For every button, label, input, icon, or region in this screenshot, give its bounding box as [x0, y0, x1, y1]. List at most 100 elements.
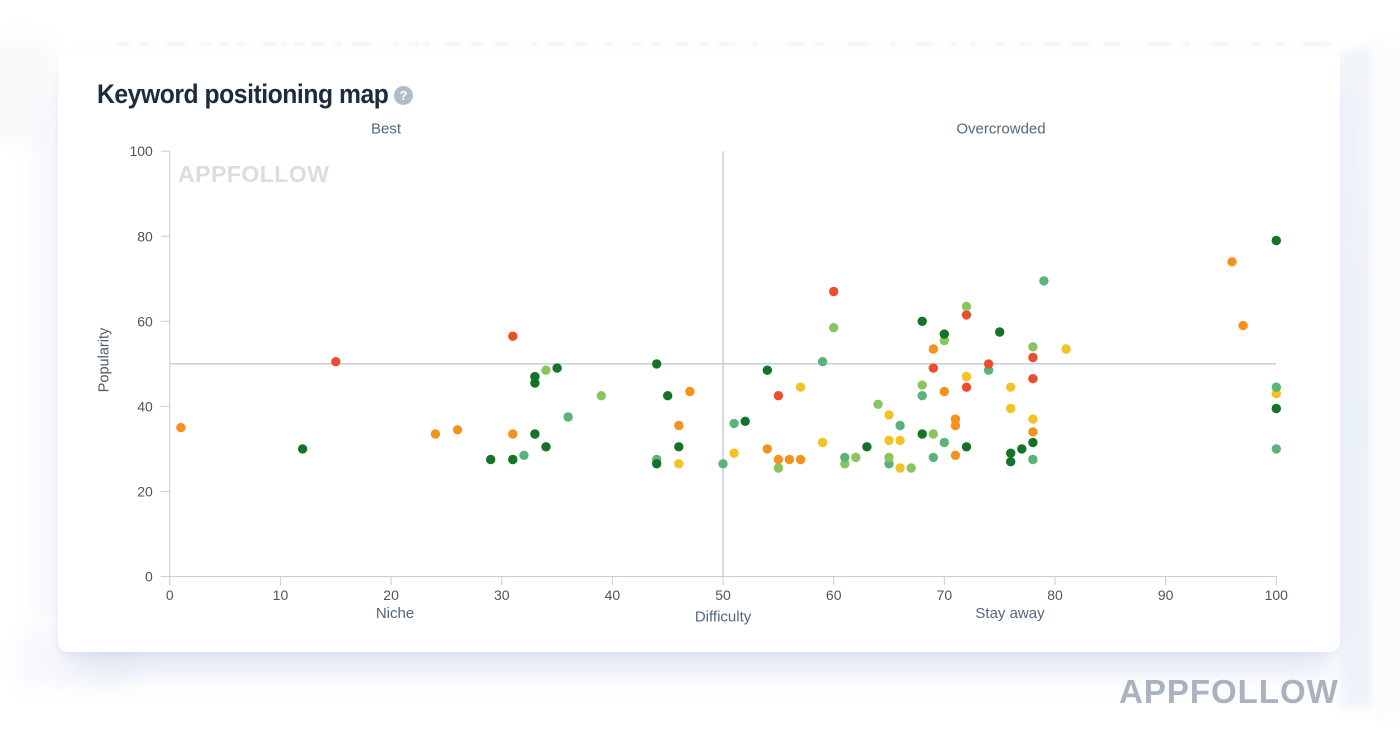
cropped-text-dash — [889, 42, 897, 46]
scatter-point[interactable] — [939, 329, 949, 339]
scatter-point[interactable] — [917, 380, 927, 390]
keyword-positioning-scatter-chart: APPFOLLOW 0 10 20 30 40 50 60 70 80 90 100 0 20 40 60 80… — [97, 121, 1289, 626]
scatter-point[interactable] — [773, 463, 784, 473]
scatter-point[interactable] — [1017, 444, 1027, 454]
scatter-point[interactable] — [939, 437, 949, 448]
scatter-point[interactable] — [1227, 257, 1237, 267]
scatter-point[interactable] — [729, 448, 739, 458]
scatter-point[interactable] — [961, 382, 972, 392]
scatter-point[interactable] — [508, 331, 518, 341]
scatter-point[interactable] — [541, 442, 551, 452]
scatter-point[interactable] — [652, 359, 662, 369]
y-axis-tick-label: 100 — [129, 143, 153, 159]
scatter-point[interactable] — [995, 327, 1005, 337]
scatter-point[interactable] — [430, 429, 441, 439]
scatter-point[interactable] — [1006, 403, 1016, 414]
scatter-point[interactable] — [762, 444, 772, 454]
scatter-point[interactable] — [895, 435, 905, 446]
scatter-point[interactable] — [817, 357, 828, 367]
scatter-point[interactable] — [1039, 276, 1049, 286]
scatter-point[interactable] — [176, 422, 186, 433]
scatter-point[interactable] — [1028, 374, 1038, 384]
scatter-point[interactable] — [1006, 382, 1016, 392]
scatter-point[interactable] — [928, 429, 938, 439]
scatter-point[interactable] — [1271, 382, 1282, 392]
scatter-point[interactable] — [961, 371, 972, 382]
scatter-point[interactable] — [1271, 444, 1282, 454]
scatter-point[interactable] — [563, 412, 573, 422]
scatter-point[interactable] — [961, 442, 972, 452]
scatter-point[interactable] — [851, 452, 861, 463]
scatter-point[interactable] — [1028, 454, 1038, 465]
cropped-text-dash — [423, 42, 431, 46]
scatter-point[interactable] — [1028, 352, 1038, 363]
scatter-point[interactable] — [762, 365, 772, 375]
scatter-point[interactable] — [552, 363, 562, 373]
scatter-point[interactable] — [652, 459, 662, 469]
scatter-point[interactable] — [297, 444, 308, 454]
scatter-point[interactable] — [718, 459, 728, 469]
scatter-point[interactable] — [917, 316, 927, 326]
scatter-point[interactable] — [1271, 235, 1282, 246]
scatter-point[interactable] — [1028, 427, 1038, 437]
scatter-point[interactable] — [674, 420, 684, 431]
scatter-point[interactable] — [773, 391, 784, 401]
scatter-point[interactable] — [1028, 342, 1038, 352]
scatter-point[interactable] — [895, 463, 905, 473]
scatter-point[interactable] — [519, 450, 529, 460]
scatter-point[interactable] — [939, 386, 949, 397]
scatter-point[interactable] — [928, 363, 938, 373]
scatter-point[interactable] — [541, 365, 551, 375]
scatter-point[interactable] — [1006, 457, 1016, 467]
scatter-point[interactable] — [674, 459, 684, 469]
scatter-point[interactable] — [530, 378, 540, 388]
scatter-point[interactable] — [884, 435, 894, 446]
scatter-point[interactable] — [452, 425, 463, 435]
scatter-point[interactable] — [829, 286, 839, 297]
scatter-point[interactable] — [685, 386, 695, 397]
scatter-point[interactable] — [773, 454, 784, 465]
help-icon[interactable]: ? — [394, 86, 413, 105]
scatter-point[interactable] — [961, 301, 972, 312]
scatter-point[interactable] — [873, 399, 883, 409]
scatter-point[interactable] — [674, 442, 684, 452]
scatter-point[interactable] — [729, 418, 739, 429]
scatter-point[interactable] — [1006, 448, 1016, 458]
scatter-point[interactable] — [331, 357, 341, 367]
scatter-point[interactable] — [906, 463, 916, 473]
scatter-point[interactable] — [884, 410, 894, 420]
scatter-point[interactable] — [1028, 437, 1038, 448]
blur-shape-right-band — [1341, 48, 1375, 708]
scatter-point[interactable] — [983, 359, 994, 369]
scatter-point[interactable] — [1238, 320, 1248, 331]
scatter-point[interactable] — [1271, 403, 1282, 414]
scatter-point[interactable] — [486, 454, 496, 465]
scatter-point[interactable] — [829, 323, 839, 333]
scatter-point[interactable] — [508, 454, 518, 465]
scatter-point[interactable] — [928, 452, 938, 463]
scatter-point[interactable] — [1061, 344, 1071, 354]
scatter-point[interactable] — [663, 391, 673, 401]
scatter-point[interactable] — [596, 391, 606, 401]
scatter-point[interactable] — [950, 450, 961, 460]
cropped-text-dash — [311, 42, 325, 46]
scatter-point[interactable] — [862, 442, 872, 452]
quadrant-label-best: Best — [371, 121, 402, 138]
scatter-point[interactable] — [508, 429, 518, 439]
scatter-point[interactable] — [917, 429, 927, 439]
scatter-point[interactable] — [740, 416, 750, 426]
scatter-point[interactable] — [895, 420, 905, 431]
scatter-point[interactable] — [817, 437, 828, 448]
scatter-point[interactable] — [784, 454, 795, 465]
scatter-point[interactable] — [928, 344, 938, 354]
scatter-point[interactable] — [795, 382, 806, 392]
scatter-point[interactable] — [917, 391, 927, 401]
scatter-point[interactable] — [795, 454, 806, 465]
scatter-point[interactable] — [1028, 414, 1038, 424]
scatter-point[interactable] — [950, 420, 961, 431]
scatter-point[interactable] — [840, 452, 850, 463]
scatter-point[interactable] — [884, 452, 894, 463]
scatter-point[interactable] — [961, 310, 972, 320]
scatter-point[interactable] — [530, 429, 540, 439]
cropped-text-dash — [1147, 42, 1171, 46]
